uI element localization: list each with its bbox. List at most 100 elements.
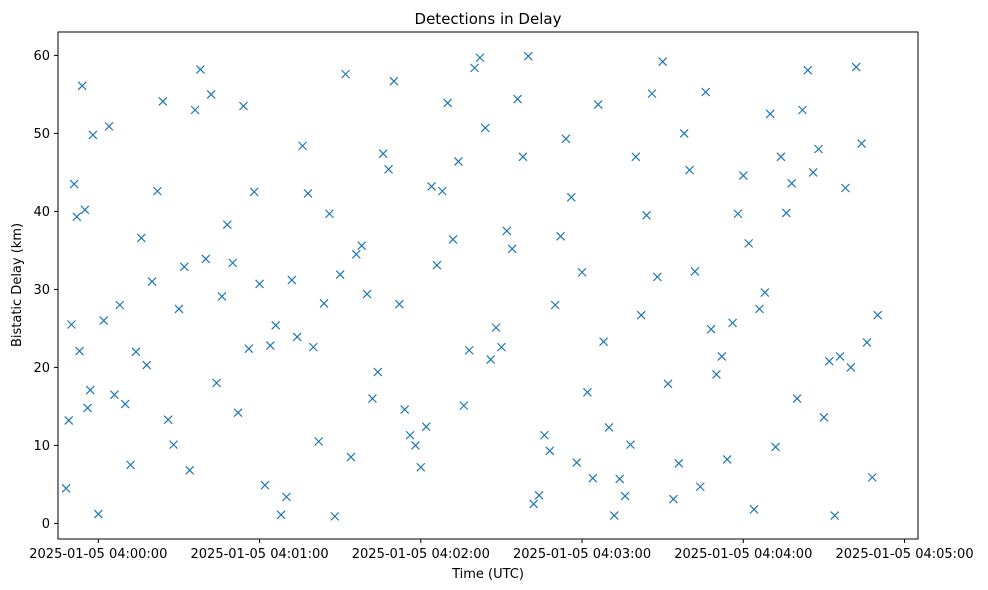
data-point — [620, 491, 630, 501]
data-point — [75, 346, 84, 356]
data-point — [572, 458, 582, 467]
data-point — [217, 291, 227, 301]
data-point — [738, 171, 748, 180]
data-point — [792, 394, 802, 404]
data-point — [303, 189, 313, 198]
data-point — [206, 89, 216, 99]
data-point — [400, 405, 410, 414]
data-point — [201, 254, 211, 264]
data-point — [497, 342, 506, 352]
data-point — [131, 347, 141, 357]
data-point — [83, 403, 92, 413]
data-point — [88, 130, 98, 140]
data-point — [136, 233, 146, 243]
data-point — [120, 399, 130, 409]
data-point — [276, 510, 286, 520]
data-point — [556, 231, 565, 241]
data-point — [824, 356, 834, 366]
data-point — [765, 109, 775, 119]
data-point — [615, 474, 625, 484]
data-point — [298, 141, 307, 151]
data-point — [93, 509, 103, 519]
data-point — [85, 385, 95, 395]
data-point — [255, 279, 264, 289]
data-point — [239, 101, 248, 111]
data-point — [67, 320, 76, 329]
data-point — [599, 337, 608, 347]
data-point — [265, 341, 275, 350]
data-point — [781, 208, 791, 218]
data-point — [652, 272, 662, 282]
data-point — [341, 69, 350, 79]
data-point — [346, 452, 356, 462]
data-point — [846, 362, 856, 372]
data-point — [658, 57, 668, 67]
data-point — [314, 437, 324, 446]
data-point — [626, 440, 635, 450]
data-point — [583, 387, 592, 397]
data-point — [803, 65, 813, 75]
data-point — [190, 105, 200, 115]
data-point — [421, 422, 431, 432]
data-point — [873, 310, 883, 320]
data-point — [443, 98, 453, 108]
data-point — [545, 446, 555, 456]
y-tick-label: 50 — [33, 127, 50, 142]
data-point — [518, 152, 528, 162]
data-point — [808, 167, 818, 177]
data-point — [174, 304, 184, 314]
data-point — [72, 212, 82, 222]
data-point — [115, 300, 125, 310]
data-point — [647, 89, 657, 99]
chart-title: Detections in Delay — [415, 10, 562, 28]
data-point — [862, 338, 872, 347]
data-point — [282, 492, 291, 502]
data-point — [147, 277, 157, 287]
data-point — [228, 258, 238, 268]
data-point — [77, 81, 87, 91]
data-point — [222, 220, 232, 230]
data-point — [362, 289, 372, 299]
data-point — [841, 183, 850, 193]
x-tick-label: 2025-01-05 04:00:00 — [29, 547, 167, 562]
data-point — [80, 205, 90, 215]
data-point — [755, 304, 764, 314]
x-tick-label: 2025-01-05 04:05:00 — [836, 547, 974, 562]
data-point — [588, 473, 598, 483]
data-point — [728, 318, 737, 328]
data-point — [405, 430, 415, 440]
data-point — [706, 324, 716, 334]
data-point — [384, 164, 393, 174]
data-point — [540, 430, 549, 440]
data-point — [819, 412, 829, 422]
data-point — [437, 186, 447, 196]
data-point — [669, 494, 678, 504]
data-point — [110, 390, 119, 400]
y-tick-label: 20 — [33, 361, 50, 376]
data-point — [470, 63, 479, 73]
data-point — [459, 401, 469, 411]
data-point — [695, 482, 705, 492]
data-point — [357, 241, 367, 251]
plot-frame — [57, 31, 919, 540]
data-point — [330, 511, 340, 521]
data-point — [179, 262, 189, 272]
data-point — [733, 209, 743, 219]
data-point — [717, 352, 727, 361]
data-point — [99, 316, 109, 326]
data-point — [760, 288, 770, 297]
data-point — [561, 134, 571, 144]
x-tick-label: 2025-01-05 04:03:00 — [513, 547, 651, 562]
data-point — [566, 192, 576, 202]
data-point — [325, 209, 334, 219]
data-point — [577, 267, 587, 277]
data-point — [486, 355, 496, 365]
data-point — [244, 344, 254, 354]
data-point — [679, 128, 689, 138]
data-point — [454, 157, 463, 166]
data-point — [260, 480, 270, 490]
data-point — [308, 342, 318, 352]
data-point — [185, 465, 195, 475]
data-point — [712, 369, 721, 379]
